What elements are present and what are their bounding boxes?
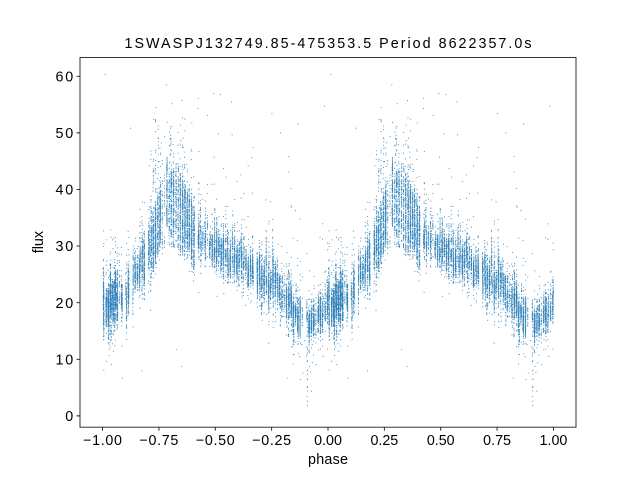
svg-text:−1.00: −1.00 — [83, 433, 122, 449]
svg-text:0.25: 0.25 — [370, 433, 398, 449]
svg-text:−0.25: −0.25 — [252, 433, 291, 449]
svg-text:20: 20 — [56, 296, 74, 312]
svg-text:0.00: 0.00 — [314, 433, 342, 449]
svg-text:60: 60 — [56, 69, 74, 85]
svg-text:50: 50 — [56, 126, 74, 142]
svg-text:30: 30 — [56, 239, 74, 255]
svg-text:1SWASPJ132749.85-475353.5 Peri: 1SWASPJ132749.85-475353.5 Period 8622357… — [125, 36, 532, 52]
svg-text:1.00: 1.00 — [540, 433, 568, 449]
svg-text:10: 10 — [56, 352, 74, 368]
svg-text:0: 0 — [65, 409, 73, 425]
svg-text:−0.50: −0.50 — [196, 433, 235, 449]
svg-text:flux: flux — [31, 231, 47, 253]
svg-text:−0.75: −0.75 — [140, 433, 179, 449]
svg-text:0.50: 0.50 — [427, 433, 455, 449]
svg-text:phase: phase — [308, 452, 348, 468]
svg-text:40: 40 — [56, 183, 74, 199]
svg-text:0.75: 0.75 — [483, 433, 511, 449]
